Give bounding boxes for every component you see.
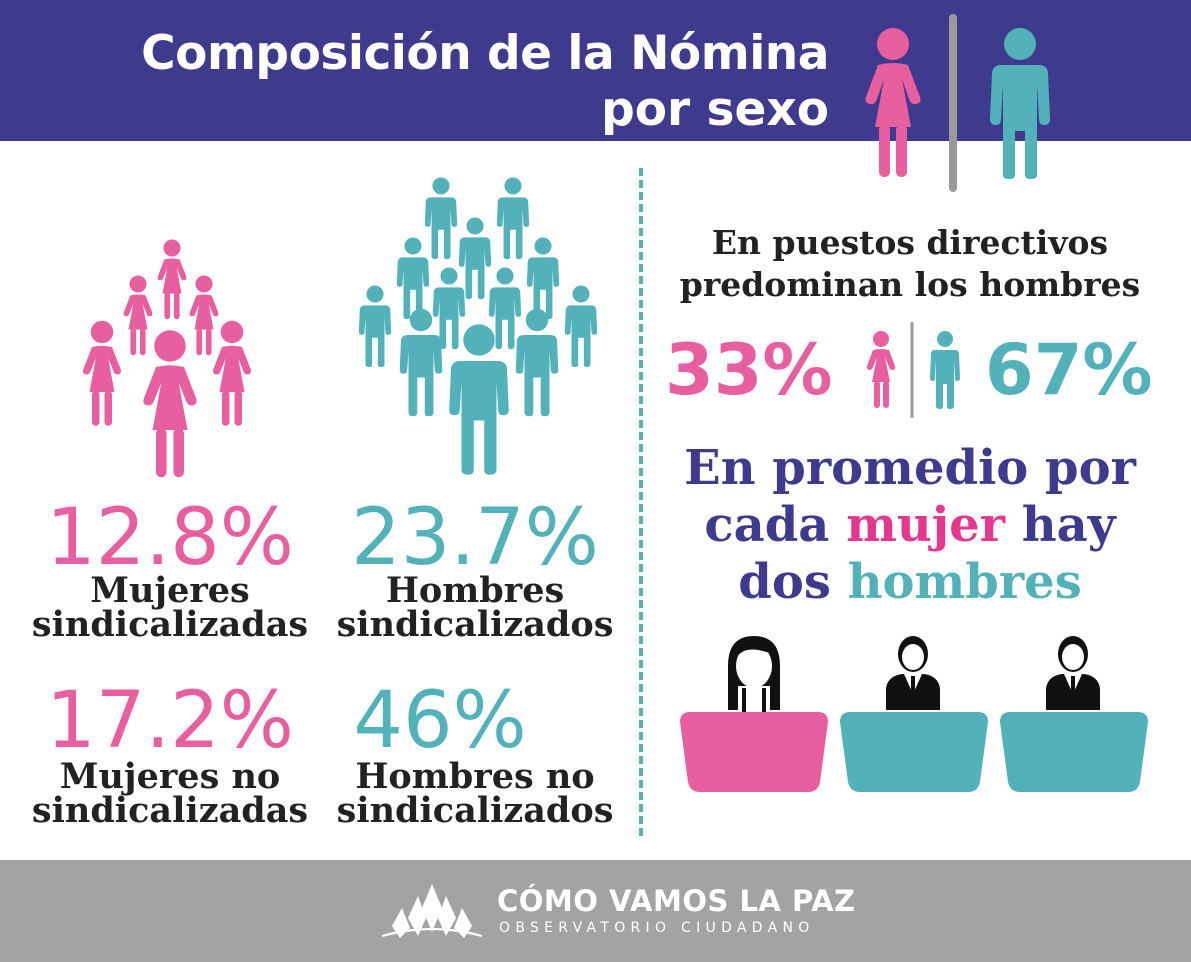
promedio-statement: En promedio por cada mujer hay dos hombr… [650,440,1170,611]
woman-at-desk-icon [680,636,828,792]
men-group-icon [358,177,598,475]
highlight-hombres: hombres [847,554,1082,610]
page-title: Composición de la Nómina [141,26,829,81]
label-line: sindicalizadas [31,604,309,645]
hombres-no-sindicalizados-label: Hombres no sindicalizados [320,756,630,831]
promedio-line-1: En promedio por [684,440,1136,496]
mujeres-no-sindicalizadas-value: 17.2% [46,676,294,766]
man-small-icon [930,331,960,409]
brand-name: CÓMO VAMOS LA PAZ [497,884,856,918]
label-line: sindicalizadas [31,790,309,831]
label-line: Mujeres [90,570,250,611]
promedio-line-3: dos hombres [650,554,1170,611]
mujeres-sindicalizadas-value: 12.8% [46,493,294,583]
page-subtitle: por sexo [601,82,829,137]
man-at-desk-icon [840,636,988,792]
women-group-icon [83,239,251,478]
heading-line: predominan los hombres [679,265,1141,304]
heading-line: En puestos directivos [711,223,1109,262]
mujeres-no-sindicalizadas-label: Mujeres no sindicalizadas [15,756,325,831]
label-line: Hombres no [355,756,595,797]
promedio-line-2: cada mujer hay [650,497,1170,554]
woman-small-icon [866,331,896,408]
mujeres-sindicalizadas-label: Mujeres sindicalizadas [15,570,325,645]
promedio-text: hay [1004,497,1116,553]
label-line: Mujeres no [59,756,281,797]
divider-bar-icon [949,14,957,192]
divider-small-icon [910,322,914,418]
section-divider [639,168,643,836]
man-icon [990,28,1050,179]
promedio-text: dos [738,554,848,610]
promedio-text: cada [704,497,847,553]
label-line: Hombres [385,570,565,611]
man-at-desk-icon [1000,636,1148,792]
highlight-mujer: mujer [846,497,1005,553]
woman-icon [865,28,921,177]
directivos-mujeres-pct: 33% [665,329,833,411]
directivos-heading: En puestos directivos predominan los hom… [650,222,1170,306]
hombres-no-sindicalizados-value: 46% [353,676,527,766]
directivos-hombres-pct: 67% [985,329,1153,411]
brand-subtitle: OBSERVATORIO CIUDADANO [499,920,815,936]
footer-band [0,860,1191,962]
label-line: sindicalizados [336,790,614,831]
label-line: sindicalizados [336,604,614,645]
hombres-sindicalizados-value: 23.7% [351,493,599,583]
hombres-sindicalizados-label: Hombres sindicalizados [320,570,630,645]
lotus-logo-icon [381,884,483,938]
